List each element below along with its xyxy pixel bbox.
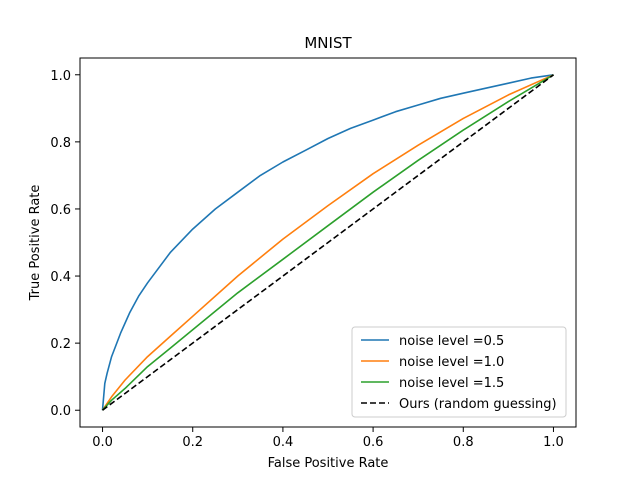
series-line-1 <box>101 74 554 411</box>
legend: noise level =0.5 noise level =1.0 noise le… <box>351 326 567 418</box>
y-axis-ticks: 0.0 0.2 0.4 0.6 0.8 1.0 <box>50 69 80 419</box>
y-tick-label: 0.6 <box>50 203 71 218</box>
legend-label: Ours (random guessing) <box>399 397 557 412</box>
legend-label: noise level =1.5 <box>399 376 504 391</box>
y-tick-label: 0.0 <box>50 404 71 419</box>
y-tick-label: 0.2 <box>50 337 71 352</box>
y-tick-label: 0.8 <box>50 136 71 151</box>
legend-label: noise level =1.0 <box>399 355 504 370</box>
series-line-3 <box>101 74 554 411</box>
x-tick-label: 1.0 <box>543 435 564 450</box>
y-tick-label: 1.0 <box>50 69 71 84</box>
series-layer <box>101 74 554 411</box>
x-tick-label: 0.8 <box>453 435 474 450</box>
x-axis-ticks: 0.0 0.2 0.4 0.6 0.8 1.0 <box>92 427 564 450</box>
x-tick-label: 0.0 <box>92 435 113 450</box>
x-axis-label: False Positive Rate <box>268 456 389 471</box>
series-line-4 <box>102 74 554 411</box>
x-tick-label: 0.6 <box>363 435 384 450</box>
chart-title: MNIST <box>304 34 352 52</box>
legend-label: noise level =0.5 <box>399 334 504 349</box>
legend-box <box>351 326 567 418</box>
x-tick-label: 0.4 <box>273 435 294 450</box>
x-tick-label: 0.2 <box>182 435 203 450</box>
y-axis-label: True Positive Rate <box>28 185 43 302</box>
y-tick-label: 0.4 <box>50 270 71 285</box>
series-line-2 <box>101 74 554 411</box>
